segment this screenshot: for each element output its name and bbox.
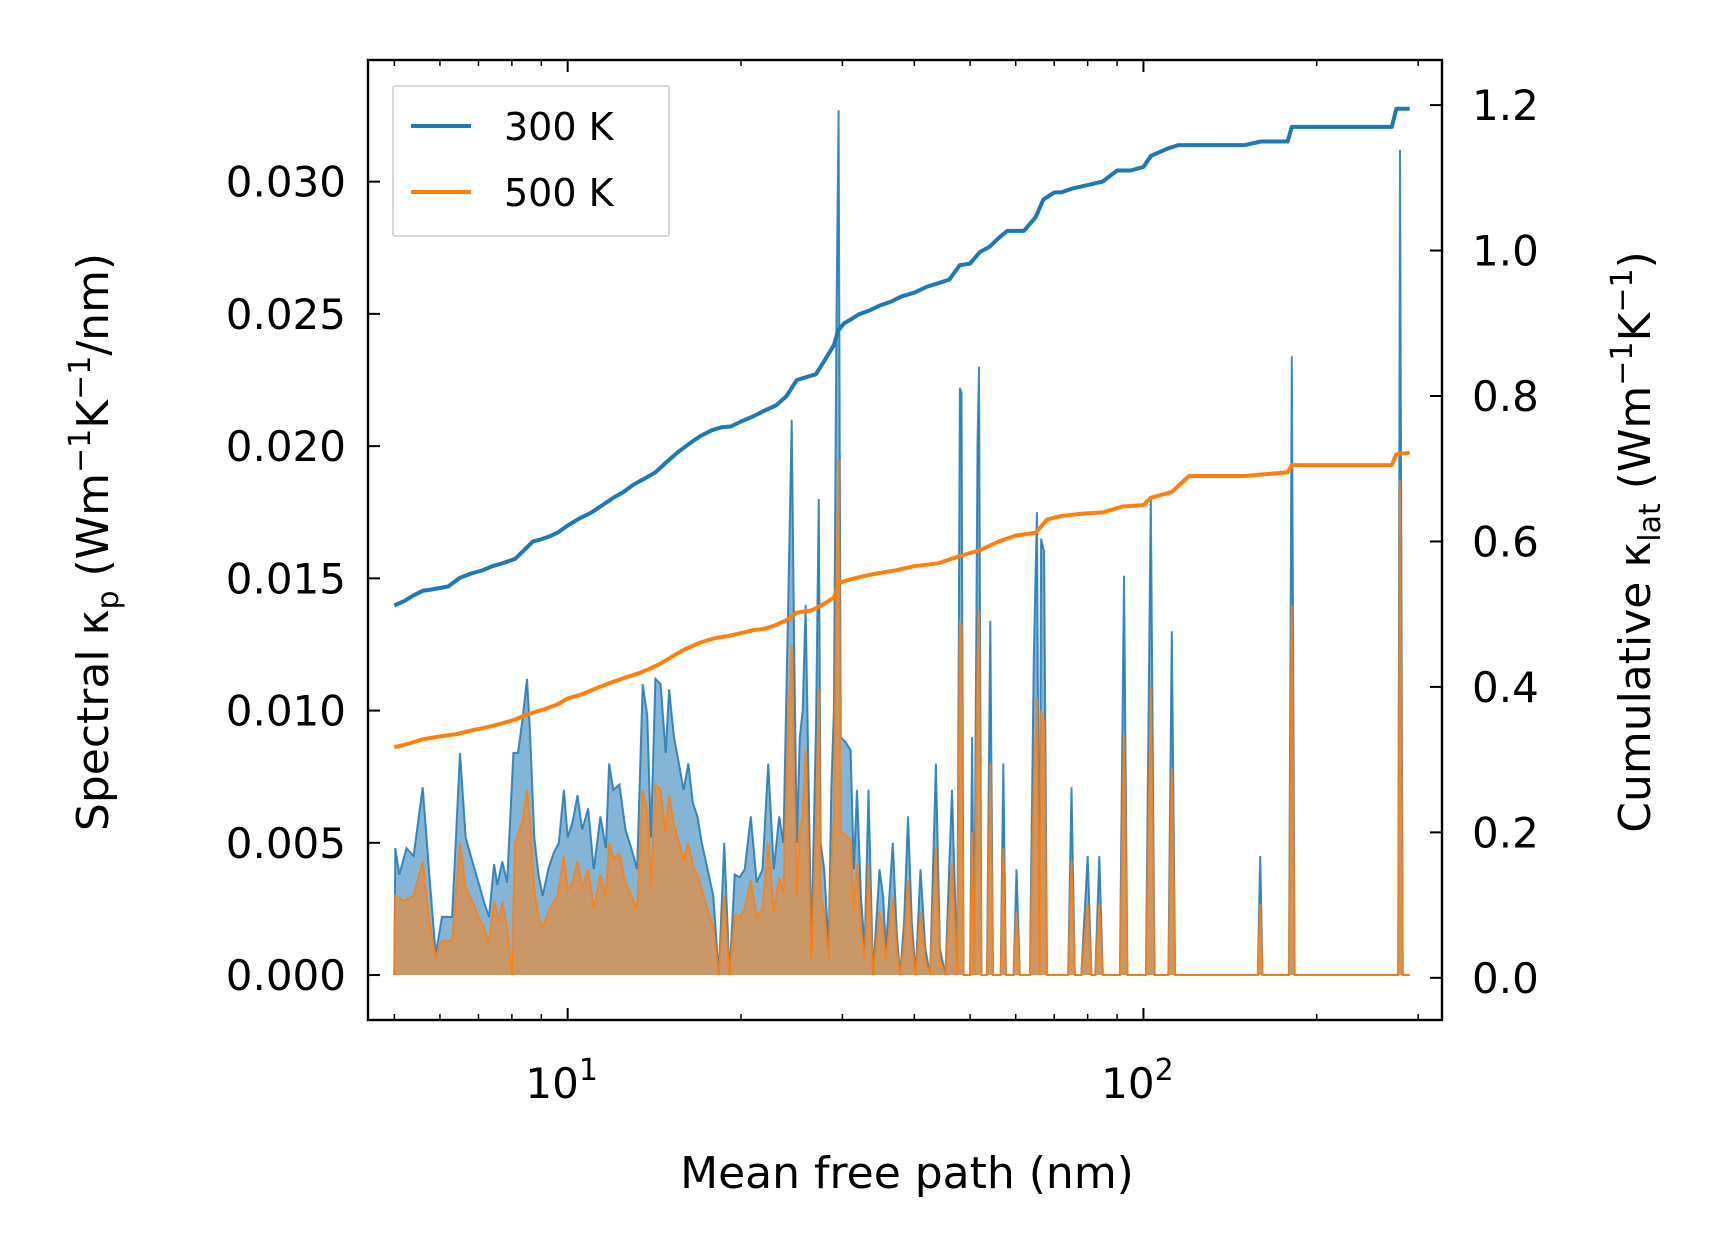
axes-layer: 0.000 0.005 0.010 0.015 0.020 0.025 0.030 0.0 0.… xyxy=(226,58,1539,1108)
y-left-tick-label: 0.025 xyxy=(226,290,346,339)
plot-frame xyxy=(366,58,1444,1022)
y-axis-title-left: Spectral κp (Wm−1K−1/nm) xyxy=(63,253,126,831)
y-left-tick-label: 0.015 xyxy=(226,554,346,603)
spectral-area-300k xyxy=(394,110,1410,975)
y-left-tick-label: 0.020 xyxy=(226,422,346,471)
cumulative-line-300k xyxy=(393,106,1410,608)
y-right-tick-label: 0.4 xyxy=(1472,663,1539,712)
y-left-tick-label: 0.005 xyxy=(226,819,346,868)
x-tick-label: 102 xyxy=(1101,1053,1174,1108)
cumulative-line-500k xyxy=(393,450,1410,750)
legend-box xyxy=(392,85,670,237)
legend: 300 K 500 K xyxy=(392,85,670,237)
y-axis-title-right: Cumulative κlat (Wm−1K−1) xyxy=(1605,251,1668,833)
legend-label-500k: 500 K xyxy=(504,171,615,215)
x-axis-title: Mean free path (nm) xyxy=(680,1148,1134,1199)
series-layer xyxy=(393,106,1410,976)
y-right-tick-label: 0.6 xyxy=(1472,517,1539,566)
x-tick-label: 101 xyxy=(525,1053,598,1108)
legend-label-300k: 300 K xyxy=(504,105,615,149)
spectral-line-300k xyxy=(393,110,1410,976)
y-left-tick-label: 0.030 xyxy=(226,158,346,207)
y-right-tick-label: 0.8 xyxy=(1472,372,1539,421)
y-right-tick-label: 1.2 xyxy=(1472,81,1539,130)
y-right-tick-label: 0.0 xyxy=(1472,954,1539,1003)
y-left-tick-label: 0.010 xyxy=(226,687,346,736)
spectral-line-500k xyxy=(393,459,1410,976)
y-right-tick-label: 0.2 xyxy=(1472,808,1539,857)
y-left-tick-label: 0.000 xyxy=(226,951,346,1000)
y-right-tick-label: 1.0 xyxy=(1472,227,1539,276)
